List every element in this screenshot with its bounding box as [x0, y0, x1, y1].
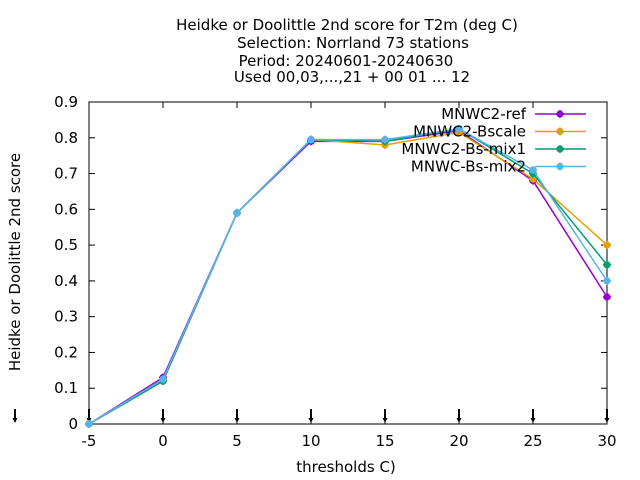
series-line	[88, 128, 608, 425]
arrow-marker	[160, 409, 166, 423]
x-tick-label: 25	[523, 432, 542, 450]
arrow-marker-head	[604, 418, 610, 423]
y-tick-label: 0.7	[54, 165, 78, 183]
arrow-marker	[382, 409, 388, 423]
legend-marker	[556, 110, 564, 118]
plot-frame	[88, 101, 608, 425]
series-4	[85, 124, 611, 428]
y-tick-label: 0.1	[54, 379, 78, 397]
x-tick-label: 5	[232, 432, 242, 450]
legend-entry-4: MNWC-Bs-mix2	[411, 158, 586, 176]
y-axis-label: Heidke or Doolittle 2nd score	[6, 153, 24, 371]
legend-label: MNWC2-Bs-mix1	[401, 140, 526, 158]
data-point	[603, 292, 611, 301]
axes: 00.10.20.30.40.50.60.70.80.9-5 0 5 10 15 20 25…	[12, 93, 617, 450]
series-layer	[85, 124, 611, 428]
x-tick-label: 15	[375, 432, 394, 450]
y-tick-label: 0.5	[54, 236, 78, 254]
y-tick-label: 0.8	[54, 129, 78, 147]
x-tick-label: 10	[301, 432, 320, 450]
title-line-4: Used 00,03,...,21 + 00 01 ... 12	[234, 68, 470, 86]
legend-entry-2: MNWC2-Bscale	[413, 123, 586, 141]
x-tick-label: 30	[597, 432, 616, 450]
arrow-marker-head	[382, 418, 388, 423]
y-tick-label: 0.6	[54, 200, 78, 218]
title-line-3: Period: 20240601-20240630	[239, 52, 454, 70]
data-point	[159, 375, 167, 384]
legend-entry-3: MNWC2-Bs-mix1	[401, 140, 586, 158]
arrow-marker-head	[530, 418, 536, 423]
legend-marker	[556, 162, 564, 171]
arrow-marker	[308, 409, 314, 423]
arrow-marker	[12, 409, 18, 423]
title-line-2: Selection: Norrland 73 stations	[237, 34, 469, 52]
legend-marker	[556, 127, 564, 136]
y-tick-label: 0.3	[54, 308, 78, 326]
legend-label: MNWC2-ref	[441, 105, 526, 123]
series-line	[88, 131, 608, 425]
data-point	[603, 276, 611, 285]
legend: MNWC2-refMNWC2-BscaleMNWC2-Bs-mix1MNWC-B…	[401, 105, 586, 176]
title-line-1: Heidke or Doolittle 2nd score for T2m (d…	[176, 16, 518, 34]
arrow-marker-head	[308, 418, 314, 423]
y-tick-label: 0.9	[54, 93, 78, 111]
arrow-marker	[530, 409, 536, 423]
arrow-marker-head	[456, 418, 462, 423]
data-point	[381, 135, 389, 144]
data-point	[603, 260, 611, 269]
chart-title: Heidke or Doolittle 2nd score for T2m (d…	[176, 16, 518, 86]
data-point	[85, 420, 93, 428]
arrow-marker-head	[160, 418, 166, 423]
data-point	[529, 165, 537, 174]
y-tick-label: 0	[68, 415, 78, 433]
legend-label: MNWC-Bs-mix2	[411, 158, 526, 176]
arrow-marker-head	[234, 418, 240, 423]
y-tick-label: 0.2	[54, 343, 78, 361]
legend-marker	[556, 145, 564, 153]
x-tick-label: 0	[158, 432, 168, 450]
data-point	[603, 241, 611, 250]
legend-label: MNWC2-Bscale	[413, 123, 526, 141]
x-axis-label: thresholds C)	[296, 458, 396, 476]
legend-entry-1: MNWC2-ref	[441, 105, 586, 123]
data-point	[233, 208, 241, 217]
x-tick-label: 20	[449, 432, 468, 450]
y-tick-label: 0.4	[54, 272, 78, 290]
x-tick-label: -5	[82, 432, 97, 450]
arrow-marker	[604, 409, 610, 423]
data-point	[455, 124, 463, 133]
arrow-marker	[456, 409, 462, 423]
arrow-marker	[234, 409, 240, 423]
data-point	[307, 135, 315, 144]
arrow-marker-head	[12, 418, 18, 423]
